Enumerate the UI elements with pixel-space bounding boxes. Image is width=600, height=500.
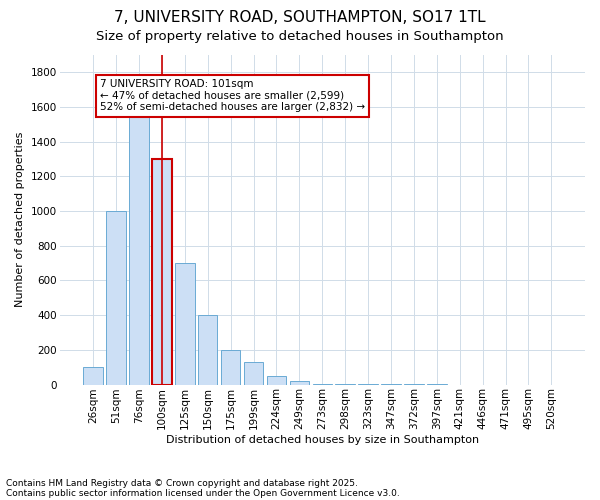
- Text: 7, UNIVERSITY ROAD, SOUTHAMPTON, SO17 1TL: 7, UNIVERSITY ROAD, SOUTHAMPTON, SO17 1T…: [114, 10, 486, 25]
- Text: Contains public sector information licensed under the Open Government Licence v3: Contains public sector information licen…: [6, 488, 400, 498]
- Bar: [267, 376, 286, 384]
- X-axis label: Distribution of detached houses by size in Southampton: Distribution of detached houses by size …: [166, 435, 479, 445]
- Y-axis label: Number of detached properties: Number of detached properties: [15, 132, 25, 308]
- Bar: [152, 159, 172, 384]
- Bar: [83, 367, 103, 384]
- Bar: [290, 381, 309, 384]
- Text: 7 UNIVERSITY ROAD: 101sqm
← 47% of detached houses are smaller (2,599)
52% of se: 7 UNIVERSITY ROAD: 101sqm ← 47% of detac…: [100, 80, 365, 112]
- Text: Contains HM Land Registry data © Crown copyright and database right 2025.: Contains HM Land Registry data © Crown c…: [6, 478, 358, 488]
- Bar: [244, 362, 263, 384]
- Text: Size of property relative to detached houses in Southampton: Size of property relative to detached ho…: [96, 30, 504, 43]
- Bar: [175, 263, 194, 384]
- Bar: [129, 90, 149, 385]
- Bar: [198, 315, 217, 384]
- Bar: [106, 211, 126, 384]
- Bar: [221, 350, 241, 384]
